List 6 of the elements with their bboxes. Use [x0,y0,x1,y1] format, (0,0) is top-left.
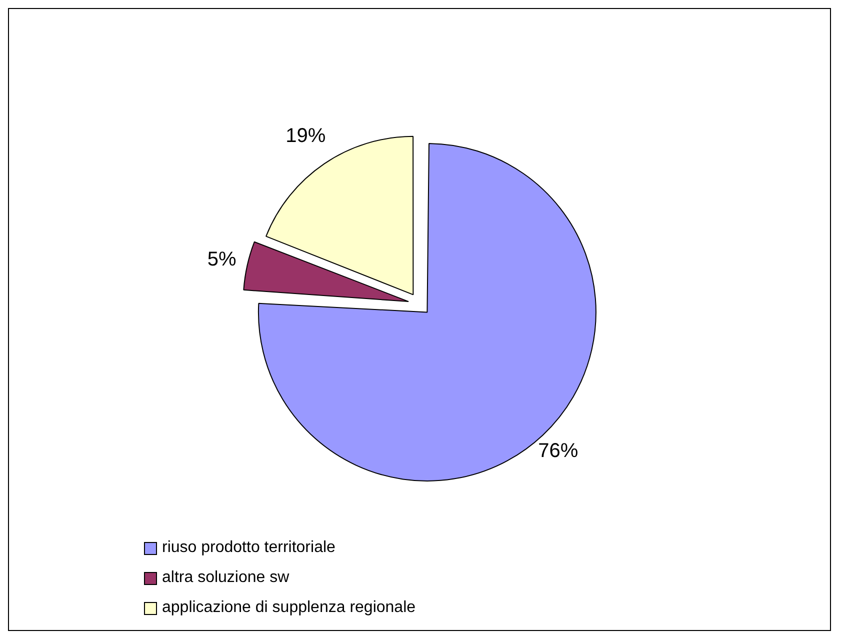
data-label: 19% [286,125,326,148]
legend-label: riuso prodotto territoriale [162,539,336,557]
data-label: 76% [538,440,578,462]
legend-label: applicazione di supplenza regionale [162,599,416,617]
data-label: 5% [207,248,237,270]
legend-label: altra soluzione sw [162,569,290,587]
